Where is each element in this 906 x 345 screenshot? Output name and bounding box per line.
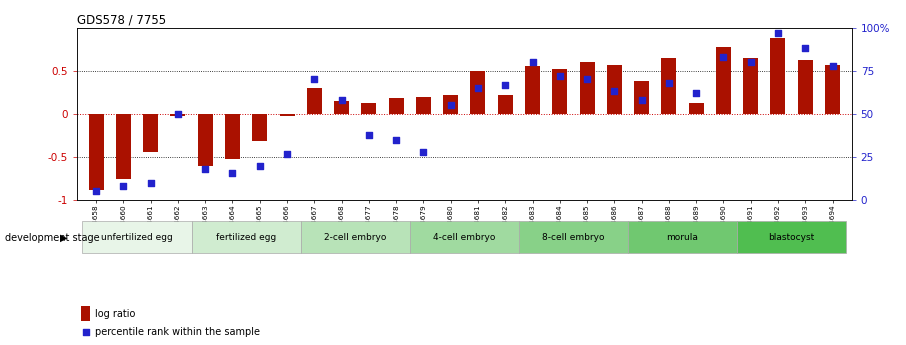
Bar (737, 221, 846, 253)
Bar (553, 69, 567, 114)
Point (471, 85, 486, 91)
Text: 2-cell embryo: 2-cell embryo (324, 233, 387, 242)
Point (498, 82, 513, 87)
Text: blastocyst: blastocyst (768, 233, 814, 242)
Bar (470, 71, 486, 114)
Bar (389, 98, 404, 114)
Point (443, 102, 458, 108)
Point (771, 30, 786, 36)
Point (717, 54, 731, 60)
Bar (443, 95, 458, 114)
Bar (89, 114, 103, 190)
Bar (280, 114, 294, 116)
Point (334, 97, 349, 103)
Point (744, 59, 758, 65)
Bar (825, 65, 840, 114)
Point (607, 89, 622, 94)
Point (116, 184, 130, 189)
Bar (798, 60, 813, 114)
Bar (116, 114, 130, 179)
Point (798, 46, 813, 51)
Point (553, 73, 567, 79)
Bar (743, 58, 758, 114)
Text: percentile rank within the sample: percentile rank within the sample (95, 327, 260, 337)
Point (143, 180, 158, 186)
Bar (416, 97, 431, 114)
Text: 4-cell embryo: 4-cell embryo (433, 233, 496, 242)
Point (689, 90, 703, 96)
Bar (252, 114, 267, 141)
Point (525, 59, 540, 65)
Point (825, 63, 840, 68)
Bar (525, 66, 540, 114)
Bar (661, 58, 677, 114)
Bar (81, 306, 91, 321)
Bar (634, 81, 649, 114)
Bar (410, 221, 519, 253)
Point (198, 166, 212, 172)
Bar (497, 95, 513, 114)
Point (661, 80, 676, 86)
Bar (301, 221, 410, 253)
Point (361, 132, 376, 137)
Text: log ratio: log ratio (95, 309, 135, 319)
Bar (334, 101, 349, 114)
Bar (580, 62, 594, 114)
Bar (198, 114, 213, 166)
Bar (770, 38, 786, 114)
Bar (519, 221, 628, 253)
Bar (716, 47, 731, 114)
Point (416, 149, 430, 155)
Text: unfertilized egg: unfertilized egg (101, 233, 173, 242)
Point (389, 137, 403, 142)
Point (307, 77, 322, 82)
Bar (82, 221, 191, 253)
Point (253, 163, 267, 168)
Bar (689, 103, 704, 114)
Text: fertilized egg: fertilized egg (216, 233, 276, 242)
Point (170, 111, 185, 117)
Point (634, 97, 649, 103)
Bar (225, 114, 240, 159)
Bar (628, 221, 737, 253)
Bar (361, 103, 376, 114)
Bar (170, 114, 186, 117)
Bar (191, 221, 301, 253)
Text: development stage: development stage (5, 233, 99, 243)
Text: 8-cell embryo: 8-cell embryo (542, 233, 604, 242)
Bar (143, 114, 159, 152)
Text: ▶: ▶ (61, 233, 68, 243)
Text: morula: morula (667, 233, 699, 242)
Text: GDS578 / 7755: GDS578 / 7755 (77, 13, 166, 27)
Bar (307, 88, 322, 114)
Point (580, 77, 594, 82)
Point (78, 330, 92, 335)
Point (226, 170, 240, 175)
Point (89, 189, 103, 194)
Point (280, 151, 294, 156)
Bar (607, 65, 622, 114)
